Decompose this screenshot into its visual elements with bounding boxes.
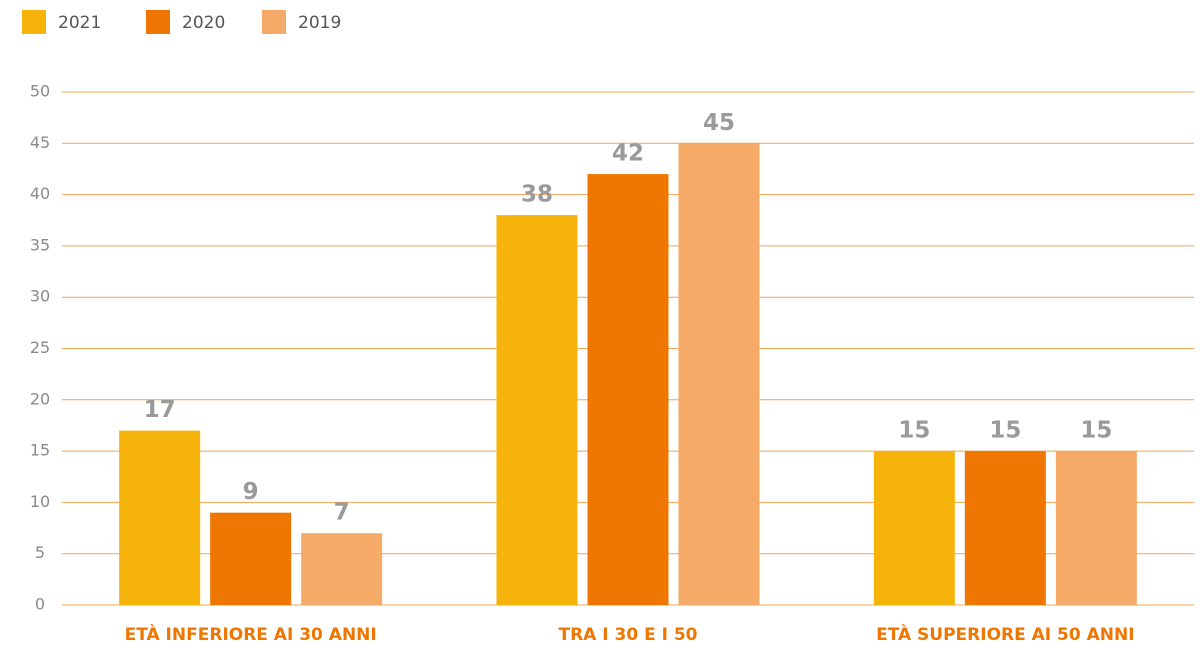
y-tick-label: 30 <box>30 287 50 306</box>
y-tick-label: 0 <box>35 595 45 614</box>
value-label: 15 <box>989 418 1021 444</box>
legend-swatch <box>146 10 170 34</box>
value-label: 15 <box>898 418 930 444</box>
value-label: 7 <box>334 500 350 526</box>
y-tick-label: 50 <box>30 82 50 101</box>
y-tick-label: 40 <box>30 184 50 203</box>
bar <box>964 451 1046 605</box>
legend-swatch <box>262 10 286 34</box>
bar <box>301 533 383 605</box>
x-tick-label: ETÀ INFERIORE AI 30 ANNI <box>125 623 377 645</box>
bar <box>496 215 578 605</box>
bar <box>210 512 292 605</box>
y-tick-label: 15 <box>30 441 50 460</box>
x-tick-label: TRA I 30 E I 50 <box>558 625 697 645</box>
bar <box>873 451 955 605</box>
legend-label: 2020 <box>182 13 225 33</box>
value-label: 42 <box>612 141 644 167</box>
bar <box>1055 451 1137 605</box>
y-tick-label: 20 <box>30 389 50 408</box>
value-label: 17 <box>144 397 176 423</box>
legend-label: 2021 <box>58 13 101 33</box>
value-label: 45 <box>703 110 735 136</box>
y-tick-label: 35 <box>30 235 50 254</box>
bar <box>587 174 669 605</box>
x-tick-label: ETÀ SUPERIORE AI 50 ANNI <box>876 623 1135 645</box>
bar <box>119 430 201 605</box>
y-tick-label: 45 <box>30 133 50 152</box>
value-label: 15 <box>1080 418 1112 444</box>
bar <box>678 143 760 606</box>
value-label: 38 <box>521 182 553 208</box>
y-tick-label: 25 <box>30 338 50 357</box>
legend-label: 2019 <box>298 13 341 33</box>
y-tick-label: 5 <box>35 543 45 562</box>
value-label: 9 <box>243 479 259 505</box>
y-tick-label: 10 <box>30 492 50 511</box>
legend-swatch <box>22 10 46 34</box>
